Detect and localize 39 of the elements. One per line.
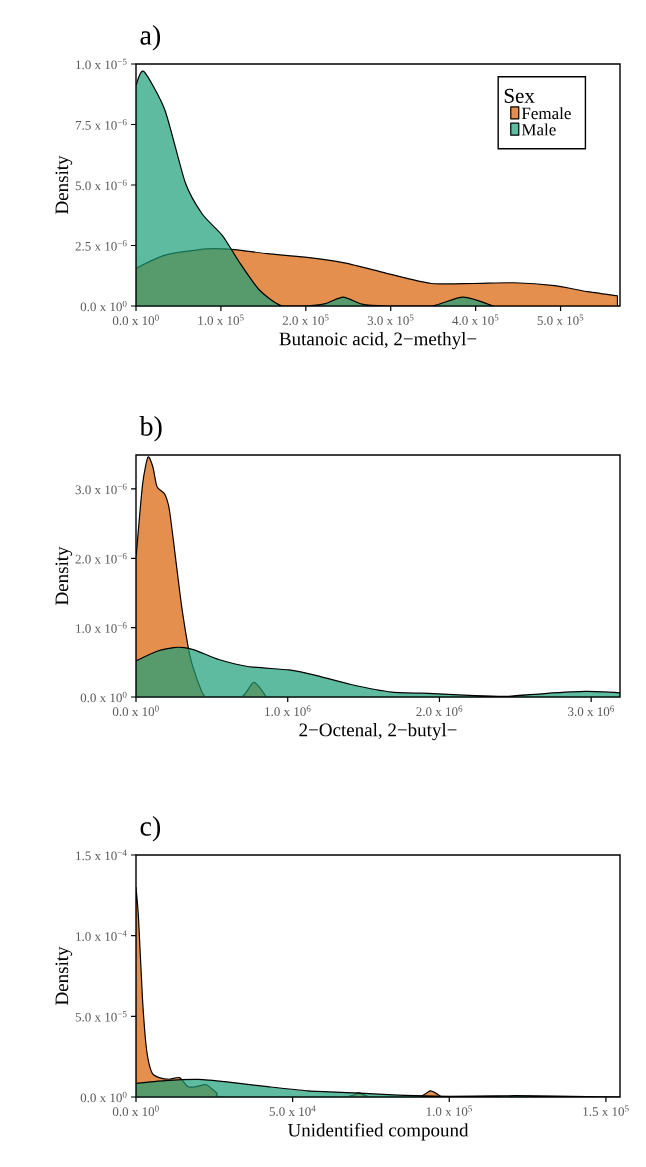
y-tick-label: 0.0 x 10$^{0}$ <box>80 691 127 703</box>
y-tick-label: 5.0 x 10$^{−6}$ <box>75 179 127 191</box>
chart-title: c) <box>140 816 161 842</box>
x-axis-title: Unidentified compound <box>287 1122 469 1141</box>
x-tick-label: 1.0 x 10$^{6}$ <box>265 705 311 717</box>
y-tick-label: 7.5 x 10$^{−6}$ <box>75 119 127 130</box>
y-axis-title: Density <box>55 946 73 1005</box>
y-tick-label: 1.5 x 10$^{−4}$ <box>76 849 127 861</box>
x-tick-label: 2.0 x 10$^{6}$ <box>416 705 463 717</box>
x-tick-label: 2.0 x 10$^{5}$ <box>282 314 329 326</box>
y-tick-label: 2.5 x 10$^{−6}$ <box>75 240 127 251</box>
x-tick-label: 0.0 x 10$^{0}$ <box>112 705 159 717</box>
x-tick-label: 1.5 x 10$^{5}$ <box>583 1105 629 1117</box>
x-tick-label: 3.0 x 10$^{6}$ <box>568 705 615 717</box>
x-tick-label: 0.0 x 10$^{0}$ <box>112 1105 159 1117</box>
y-tick-label: 3.0 x 10$^{−6}$ <box>75 483 127 495</box>
x-axis-title: Butanoic acid, 2−methyl− <box>279 331 477 350</box>
y-tick-label: 0.0 x 10$^{0}$ <box>80 300 127 312</box>
legend-label: Female <box>521 107 571 120</box>
x-tick-label: 3.0 x 10$^{5}$ <box>367 314 414 326</box>
y-axis-title: Density <box>55 155 73 214</box>
x-tick-label: 5.0 x 10$^{4}$ <box>269 1105 316 1117</box>
y-tick-label: 1.0 x 10$^{−4}$ <box>76 930 127 941</box>
y-tick-label: 1.0 x 10$^{−6}$ <box>76 622 127 633</box>
x-tick-label: 1.0 x 10$^{5}$ <box>198 314 244 326</box>
y-axis-title: Density <box>55 546 73 605</box>
legend-title: Sex <box>504 88 535 103</box>
x-tick-label: 5.0 x 10$^{5}$ <box>537 314 584 326</box>
y-tick-label: 5.0 x 10$^{−5}$ <box>75 1011 127 1022</box>
x-tick-label: 4.0 x 10$^{5}$ <box>452 314 499 326</box>
chart-title: b) <box>139 416 162 442</box>
y-tick-label: 2.0 x 10$^{−6}$ <box>75 553 127 564</box>
x-tick-label: 1.0 x 10$^{5}$ <box>426 1105 473 1117</box>
chart-title: a) <box>140 25 161 51</box>
x-axis-title: 2−Octenal, 2−butyl− <box>299 722 457 741</box>
legend-label: Male <box>521 123 556 136</box>
x-tick-label: 0.0 x 10$^{0}$ <box>112 314 159 326</box>
y-tick-label: 1.0 x 10$^{−5}$ <box>76 58 127 70</box>
y-tick-label: 0.0 x 10$^{0}$ <box>80 1091 127 1103</box>
